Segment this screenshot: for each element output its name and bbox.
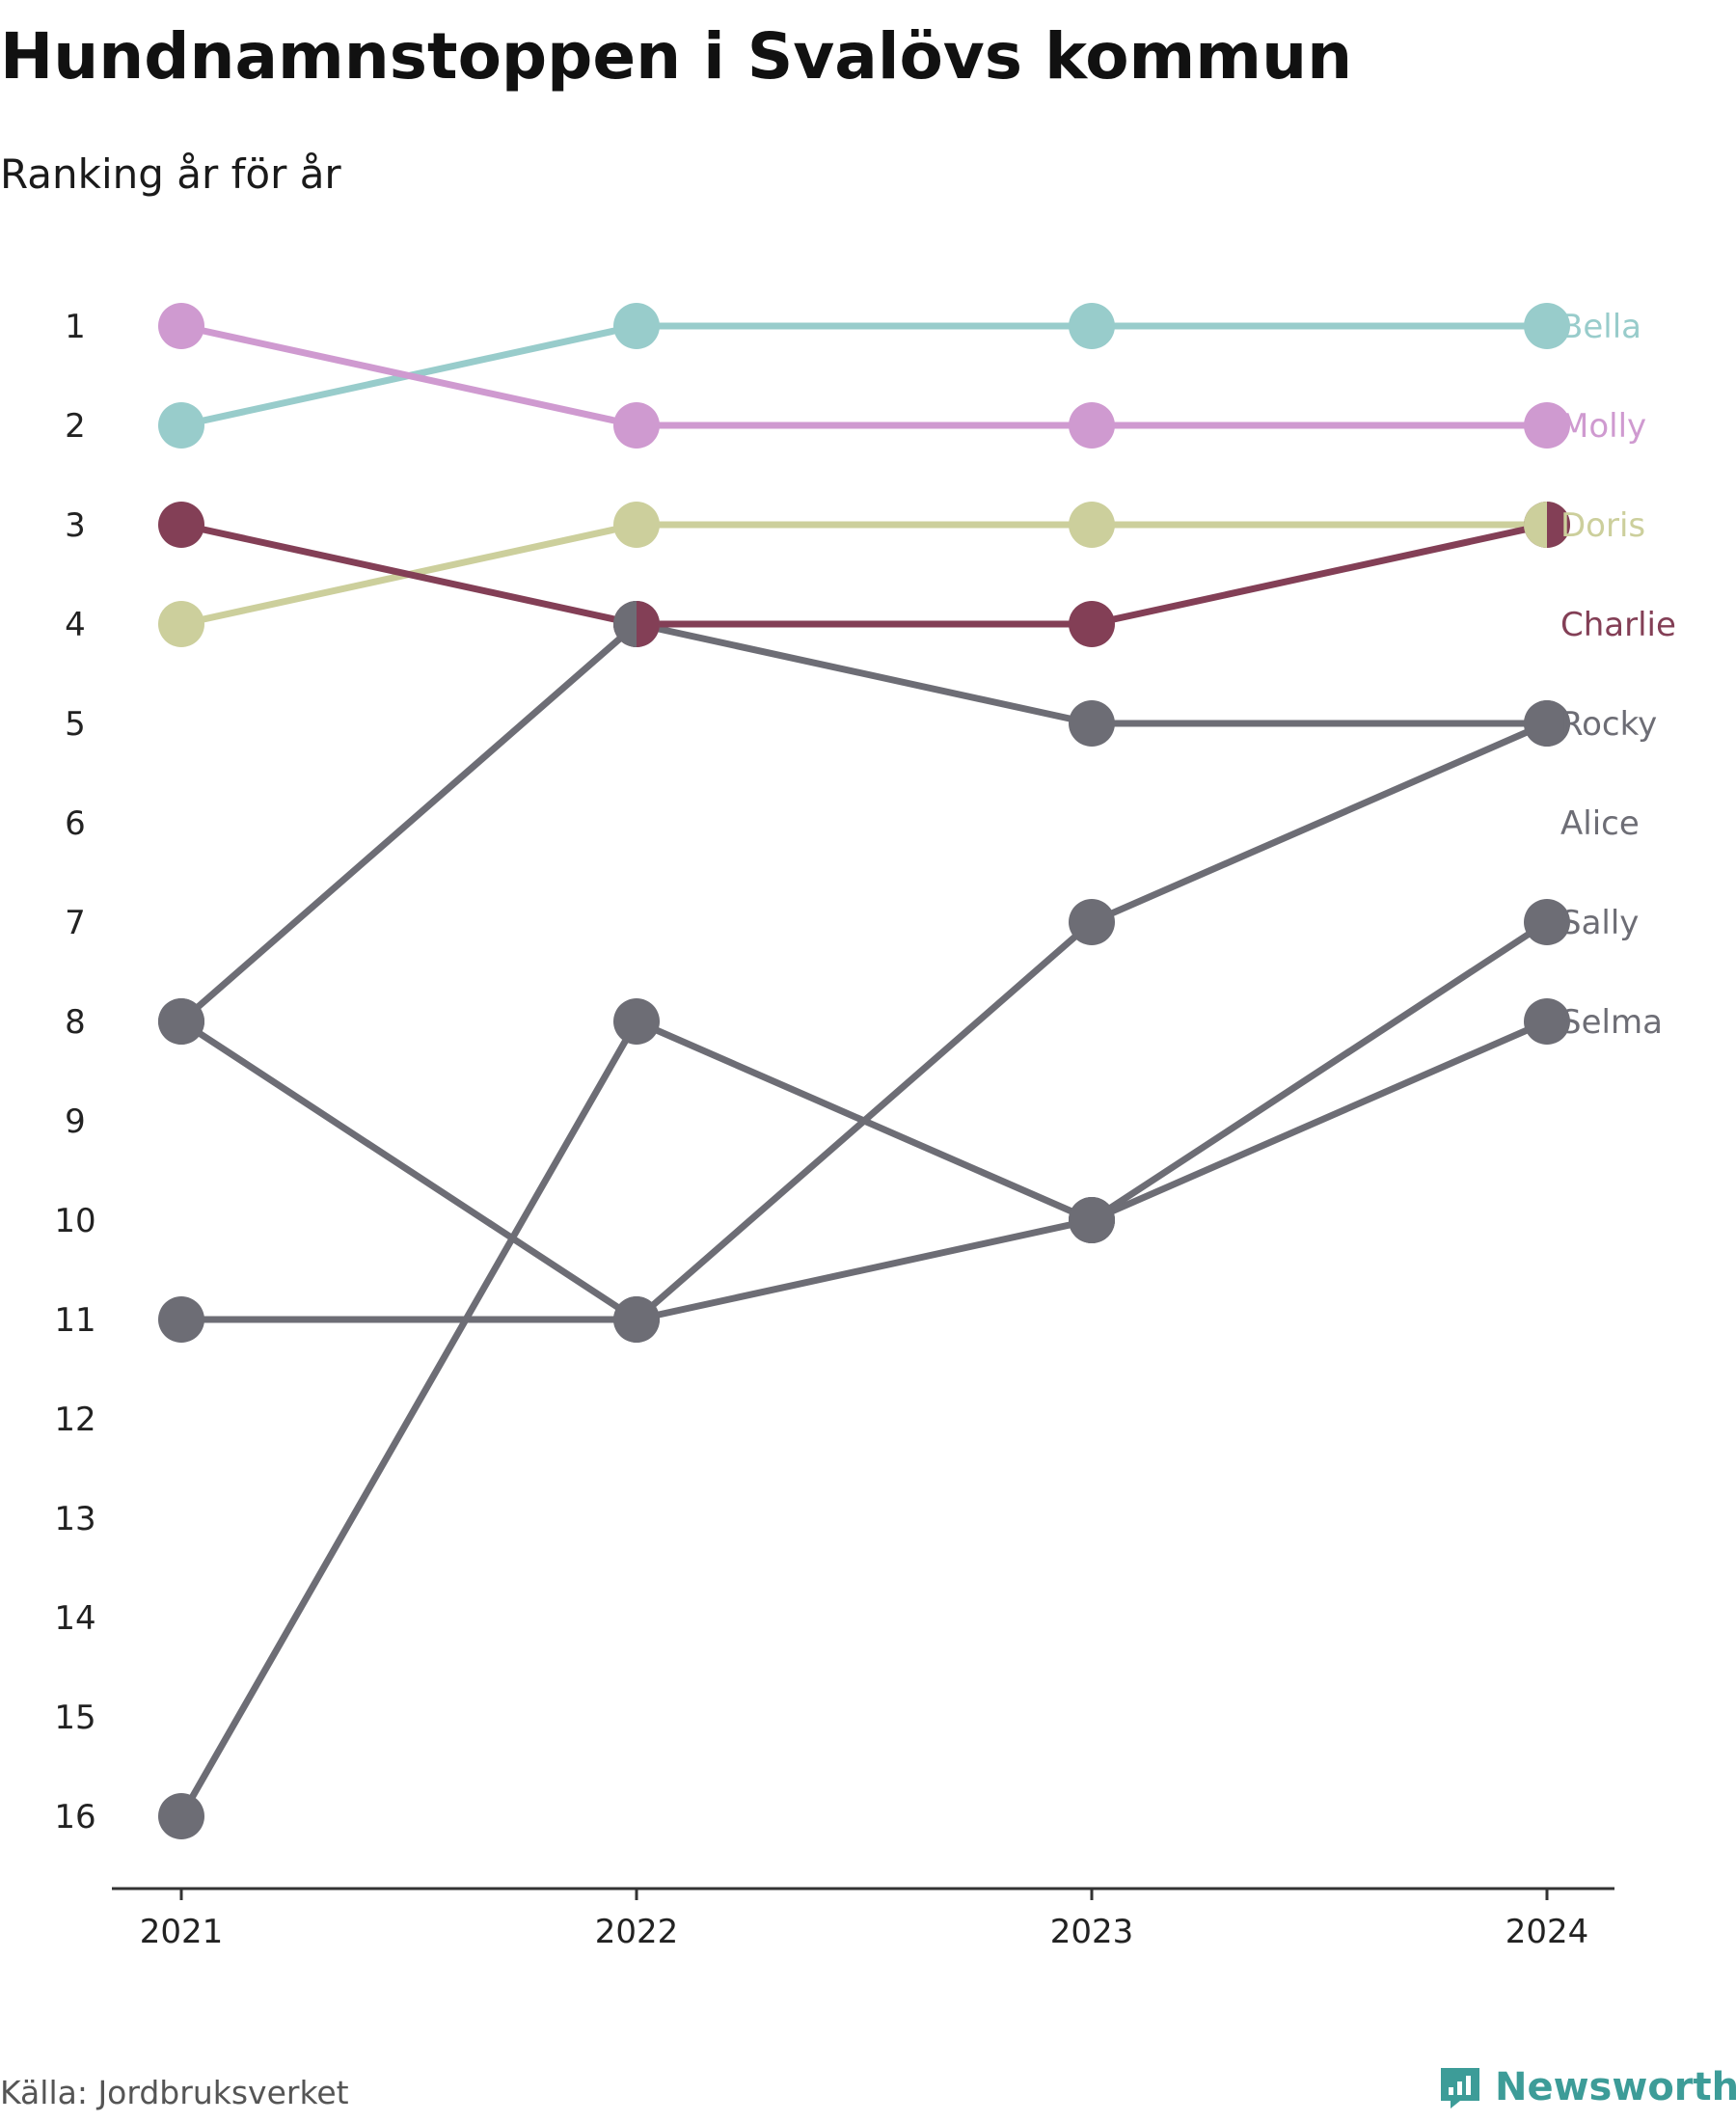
series-end-label: Alice bbox=[1560, 804, 1640, 843]
x-tick-label: 2023 bbox=[1050, 1913, 1134, 1951]
series-point bbox=[1069, 899, 1115, 945]
y-tick-label: 15 bbox=[54, 1699, 95, 1737]
series-line bbox=[177, 322, 1551, 429]
series-line bbox=[177, 521, 1551, 628]
series-line bbox=[177, 521, 1551, 628]
chart-subtitle: Ranking år för år bbox=[0, 150, 341, 198]
series-line bbox=[177, 1018, 1096, 1820]
x-tick-label: 2021 bbox=[140, 1913, 224, 1951]
y-tick-label: 3 bbox=[65, 506, 86, 545]
y-tick-label: 9 bbox=[65, 1102, 86, 1141]
series-labels: Bella Molly Doris Charlie Rocky Alice Sally Sel… bbox=[1560, 308, 1676, 1042]
x-tick-label: 2022 bbox=[595, 1913, 679, 1951]
series-lines bbox=[177, 322, 1551, 1820]
brand-name: Newsworthy bbox=[1495, 2065, 1736, 2109]
series-point bbox=[1524, 899, 1570, 945]
series-end-label: Molly bbox=[1560, 407, 1646, 446]
series-point bbox=[158, 998, 204, 1045]
x-tick-label: 2024 bbox=[1505, 1913, 1589, 1951]
y-tick-label: 11 bbox=[54, 1301, 95, 1340]
series-point bbox=[1069, 502, 1115, 548]
y-tick-label: 16 bbox=[54, 1798, 95, 1836]
brand-logo: Newsworthy bbox=[1437, 2064, 1736, 2110]
newsworthy-logo-icon bbox=[1441, 2068, 1479, 2108]
series-point bbox=[613, 402, 660, 449]
y-tick-label: 13 bbox=[54, 1500, 95, 1538]
y-tick-label: 2 bbox=[65, 407, 86, 446]
series-end-label: Doris bbox=[1560, 506, 1645, 545]
series-end-label: Rocky bbox=[1560, 705, 1657, 744]
series-point bbox=[158, 402, 204, 449]
chart-title: Hundnamnstoppen i Svalövs kommun bbox=[0, 19, 1353, 94]
y-tick-label: 4 bbox=[65, 606, 86, 644]
series-point bbox=[158, 1296, 204, 1343]
series-line bbox=[177, 720, 1551, 1323]
series-line bbox=[177, 918, 1551, 1323]
series-point bbox=[1069, 402, 1115, 449]
series-line bbox=[177, 620, 1551, 1025]
shared-rank-half-point bbox=[1524, 502, 1547, 548]
series-point bbox=[158, 303, 204, 349]
series-point bbox=[1069, 601, 1115, 647]
shared-rank-half-point bbox=[613, 601, 637, 647]
y-tick-label: 1 bbox=[65, 308, 86, 346]
series-point bbox=[613, 998, 660, 1045]
series-point bbox=[1524, 303, 1570, 349]
y-tick-label: 14 bbox=[54, 1599, 95, 1638]
series-point bbox=[1524, 402, 1570, 449]
y-tick-label: 6 bbox=[65, 804, 86, 843]
y-tick-label: 10 bbox=[54, 1202, 95, 1240]
series-point bbox=[158, 502, 204, 548]
series-point bbox=[613, 303, 660, 349]
series-point bbox=[158, 601, 204, 647]
series-point bbox=[1524, 998, 1570, 1045]
source-note: Källa: Jordbruksverket bbox=[0, 2074, 349, 2111]
series-point bbox=[613, 1296, 660, 1343]
series-point bbox=[1069, 303, 1115, 349]
series-line bbox=[177, 322, 1551, 429]
y-tick-label: 7 bbox=[65, 904, 86, 942]
series-point bbox=[613, 502, 660, 548]
series-point bbox=[158, 1793, 204, 1839]
series-point bbox=[1524, 700, 1570, 747]
y-tick-label: 8 bbox=[65, 1003, 86, 1042]
series-point bbox=[1069, 1197, 1115, 1243]
series-end-label: Bella bbox=[1560, 308, 1641, 346]
x-axis: 2021 2022 2023 2024 bbox=[112, 1887, 1614, 1951]
series-end-label: Sally bbox=[1560, 904, 1639, 942]
series-line bbox=[1088, 1018, 1551, 1224]
y-tick-label: 12 bbox=[54, 1401, 95, 1439]
series-points bbox=[158, 303, 1570, 1839]
series-point bbox=[1069, 700, 1115, 747]
y-tick-label: 5 bbox=[65, 705, 86, 744]
series-end-label: Selma bbox=[1560, 1003, 1663, 1042]
series-end-label: Charlie bbox=[1560, 606, 1676, 644]
